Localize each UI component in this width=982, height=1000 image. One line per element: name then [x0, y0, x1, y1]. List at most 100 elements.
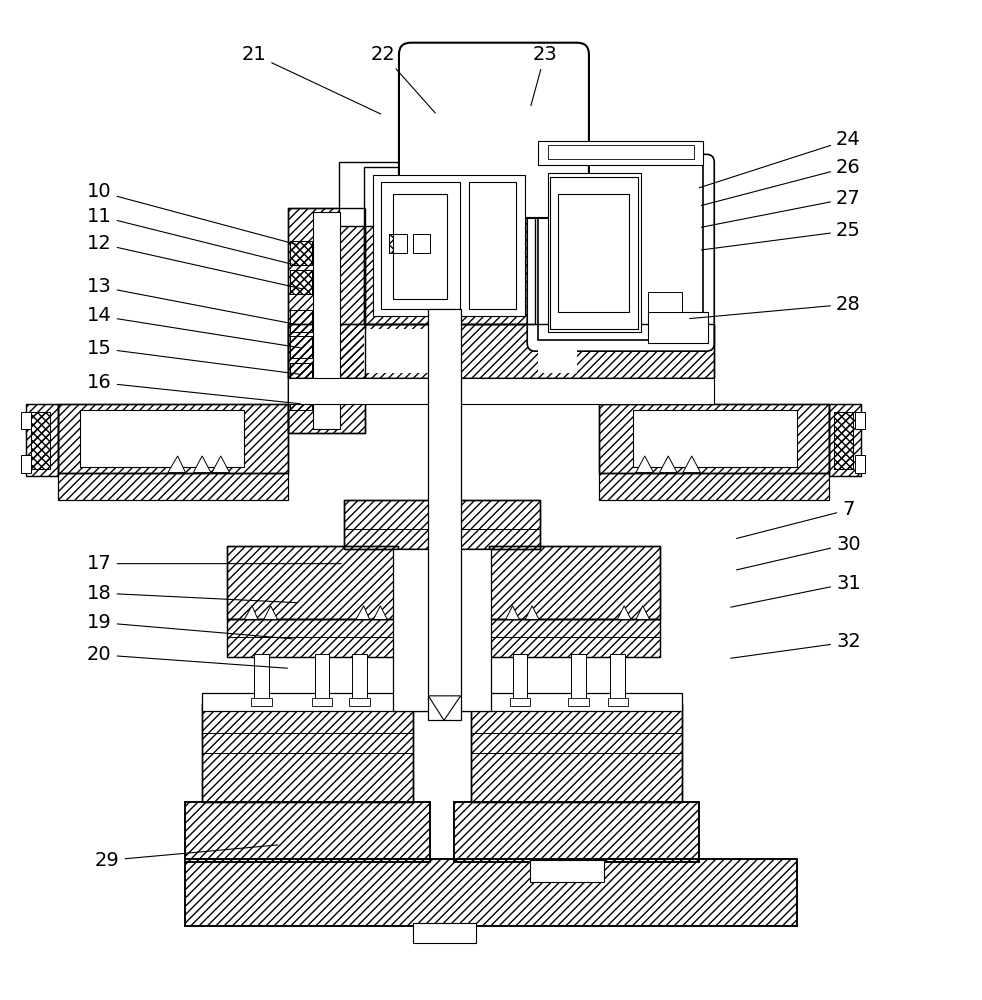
Bar — [489, 546, 661, 619]
Bar — [599, 404, 829, 473]
Bar — [291, 310, 312, 332]
Bar — [186, 859, 797, 926]
Bar — [339, 162, 412, 226]
Bar — [30, 412, 50, 469]
Text: 23: 23 — [531, 45, 557, 106]
Polygon shape — [525, 606, 539, 619]
Bar — [489, 546, 661, 619]
Bar — [538, 329, 577, 373]
Text: 21: 21 — [242, 45, 381, 114]
Text: 14: 14 — [87, 306, 300, 348]
Text: 18: 18 — [87, 584, 298, 603]
Polygon shape — [264, 606, 278, 619]
Text: 30: 30 — [736, 535, 861, 570]
Text: 32: 32 — [731, 632, 861, 658]
Bar — [538, 165, 703, 340]
Bar — [289, 378, 714, 404]
Bar — [381, 182, 460, 309]
Polygon shape — [193, 456, 211, 473]
Bar — [412, 923, 476, 943]
Bar — [454, 802, 698, 862]
Bar — [389, 234, 407, 253]
Text: 16: 16 — [87, 373, 300, 404]
Text: 24: 24 — [699, 130, 861, 188]
Bar — [412, 234, 430, 253]
Polygon shape — [636, 606, 650, 619]
Bar — [21, 412, 30, 429]
Bar — [381, 182, 460, 309]
Bar — [469, 182, 517, 309]
Polygon shape — [355, 606, 369, 619]
Bar — [291, 388, 312, 410]
Bar — [393, 549, 491, 711]
Polygon shape — [373, 606, 387, 619]
FancyBboxPatch shape — [527, 154, 714, 351]
Bar — [227, 619, 398, 657]
Polygon shape — [660, 456, 677, 473]
Bar — [599, 473, 829, 500]
Bar — [363, 329, 449, 373]
Text: 31: 31 — [731, 574, 861, 607]
Bar — [202, 693, 682, 711]
Bar — [291, 336, 312, 358]
Bar — [538, 141, 703, 165]
Bar — [611, 654, 626, 701]
Bar — [599, 473, 829, 500]
Text: 17: 17 — [87, 554, 342, 573]
Bar — [80, 410, 245, 467]
Bar — [315, 654, 329, 701]
Bar — [291, 310, 312, 332]
Bar — [352, 654, 366, 701]
Bar — [489, 619, 661, 657]
Bar — [202, 704, 412, 802]
Bar — [21, 455, 30, 473]
Bar — [58, 404, 289, 473]
Bar — [363, 167, 535, 324]
Bar — [344, 500, 540, 549]
Bar — [291, 270, 312, 294]
Text: 10: 10 — [87, 182, 298, 245]
Bar — [26, 404, 58, 476]
Bar — [648, 292, 682, 312]
Bar — [829, 404, 861, 476]
Bar — [291, 241, 312, 265]
Bar — [510, 698, 530, 706]
Text: 27: 27 — [701, 189, 861, 227]
Bar — [834, 412, 853, 469]
Bar — [855, 412, 865, 429]
FancyBboxPatch shape — [399, 43, 589, 218]
Bar — [572, 654, 586, 701]
Bar — [489, 619, 661, 657]
Bar — [363, 167, 535, 324]
Bar — [454, 802, 698, 862]
Bar — [186, 802, 430, 862]
Text: 11: 11 — [87, 207, 300, 266]
Bar — [548, 173, 641, 332]
Bar — [471, 704, 682, 802]
Text: 12: 12 — [87, 234, 302, 289]
Bar — [599, 404, 829, 473]
Bar — [633, 410, 797, 467]
Bar — [58, 473, 289, 500]
Polygon shape — [682, 456, 700, 473]
Text: 29: 29 — [95, 845, 278, 870]
Polygon shape — [168, 456, 186, 473]
Text: 22: 22 — [371, 45, 435, 113]
Bar — [291, 363, 312, 384]
Bar — [289, 208, 364, 433]
Bar — [393, 194, 447, 299]
Bar — [471, 704, 682, 802]
Bar — [251, 698, 272, 706]
Bar — [186, 802, 430, 862]
Bar — [227, 546, 398, 619]
Bar — [550, 177, 638, 329]
Bar — [291, 388, 312, 410]
Bar — [291, 241, 312, 265]
Bar — [289, 324, 714, 378]
Bar — [558, 194, 629, 312]
Bar — [412, 234, 430, 253]
Bar — [834, 412, 853, 469]
Bar — [648, 312, 708, 343]
Text: 25: 25 — [701, 221, 861, 250]
Bar — [829, 404, 861, 476]
